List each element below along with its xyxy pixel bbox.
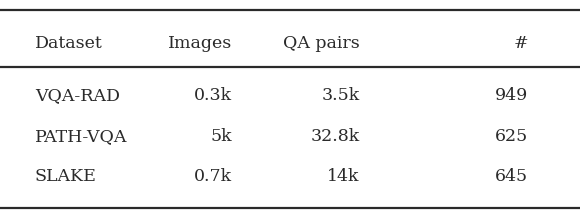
Text: 32.8k: 32.8k — [310, 128, 360, 145]
Text: 625: 625 — [495, 128, 528, 145]
Text: 645: 645 — [495, 167, 528, 185]
Text: Dataset: Dataset — [35, 35, 103, 53]
Text: VQA-RAD: VQA-RAD — [35, 87, 120, 104]
Text: 5k: 5k — [211, 128, 232, 145]
Text: SLAKE: SLAKE — [35, 167, 97, 185]
Text: PATH-VQA: PATH-VQA — [35, 128, 127, 145]
Text: QA pairs: QA pairs — [283, 35, 360, 53]
Text: 0.7k: 0.7k — [194, 167, 232, 185]
Text: 949: 949 — [495, 87, 528, 104]
Text: 0.3k: 0.3k — [194, 87, 232, 104]
Text: Images: Images — [168, 35, 232, 53]
Text: 3.5k: 3.5k — [321, 87, 360, 104]
Text: 14k: 14k — [327, 167, 360, 185]
Text: #: # — [513, 35, 528, 53]
